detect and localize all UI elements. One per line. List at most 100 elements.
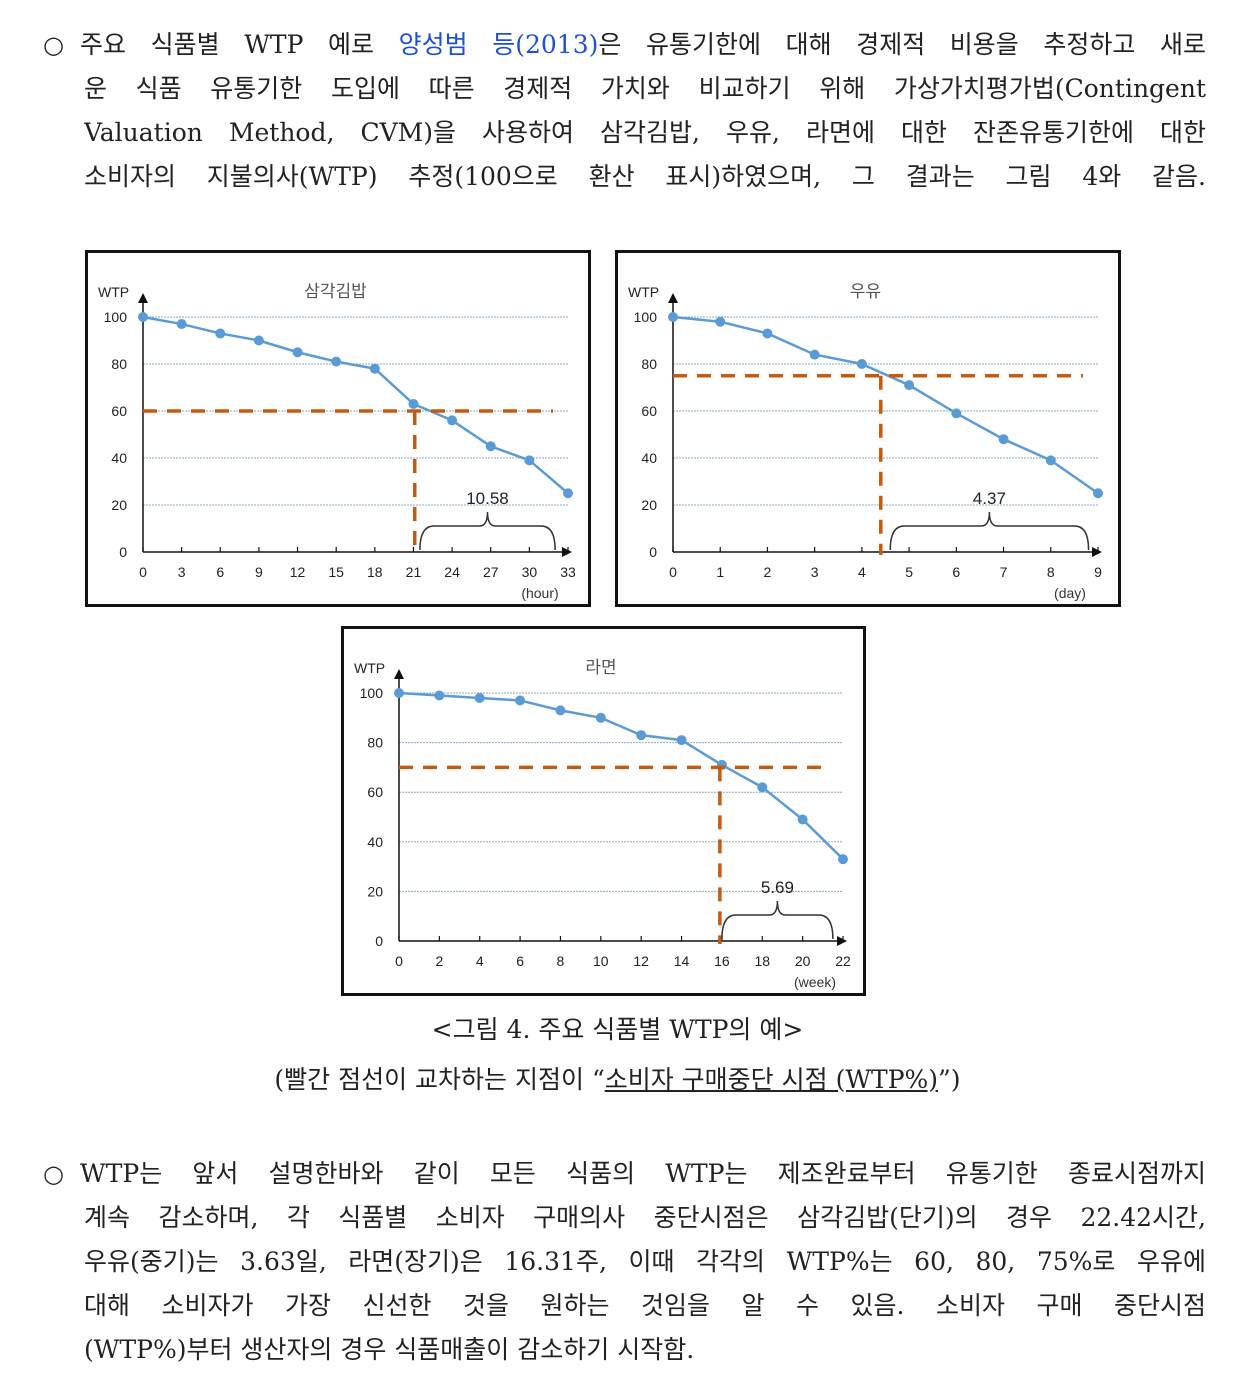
paragraph-line: 대해 소비자가 가장 신선한 것을 원하는 것임을 알 수 있음. 소비자 구매… [84,1291,1206,1320]
x-tick-label: 1 [716,564,724,580]
x-axis-arrow-icon [837,936,847,946]
data-point [797,814,808,825]
x-tick-label: 6 [216,564,224,580]
y-tick-label: 80 [111,356,127,372]
data-point [447,415,458,426]
x-tick-label: 16 [714,953,730,969]
data-point [757,782,768,793]
x-tick-label: 6 [952,564,960,580]
x-tick-label: 7 [1000,564,1008,580]
bullet-icon: ○ [43,31,64,59]
data-point [394,688,404,698]
x-tick-label: 0 [139,564,147,580]
x-tick-label: 33 [560,564,576,580]
bullet-icon: ○ [43,1160,64,1188]
chart-title: 삼각김밥 [304,282,367,301]
series-line [398,691,844,861]
chart-title: 라면 [585,658,616,677]
x-tick-label: 27 [483,564,499,580]
data-point [369,363,380,374]
y-tick-label: 100 [360,685,384,701]
y-tick-label: 20 [641,497,657,513]
x-tick-label: 3 [811,564,819,580]
y-tick-label: 20 [367,883,383,899]
data-point [668,312,678,322]
x-axis-arrow-icon [1092,547,1102,557]
x-tick-label: 12 [290,564,306,580]
y-tick-label: 60 [367,784,383,800]
x-tick-label: 6 [516,953,524,969]
y-tick-label: 60 [111,403,127,419]
text: 은 유통기한에 대해 경제적 비용을 추정하고 새로 [598,30,1206,59]
x-tick-label: 14 [674,953,690,969]
y-tick-label: 80 [367,735,383,751]
brace-icon [889,511,1090,551]
y-tick-label: 40 [367,834,383,850]
paragraph-line: 주요 식품별 WTP 예로 양성범 등(2013)은 유통기한에 대해 경제적 … [80,23,1206,67]
chart-milk: 우유 WTP 0 20 40 60 80 100 0 1 2 3 4 5 6 7 8 9 (day) 4.37 [615,250,1121,607]
x-axis-label: (day) [1054,585,1086,601]
x-tick-label: 24 [444,564,460,580]
y-axis-label: WTP [98,284,129,300]
data-point [555,705,566,716]
chart-ramen: 라면 WTP 0 20 40 60 80 100 0 2 4 6 8 10 12 14 16 18 20 22 (wee… [341,626,866,996]
y-tick-label: 0 [375,933,383,949]
x-tick-label: 3 [178,564,186,580]
x-tick-label: 9 [1094,564,1102,580]
y-tick-label: 100 [104,309,128,325]
paragraph-wtp-intro: ○ 주요 식품별 WTP 예로 양성범 등(2013)은 유통기한에 대해 경제… [40,23,1210,203]
x-tick-label: 20 [795,953,811,969]
x-tick-label: 12 [633,953,649,969]
x-axis-label: (hour) [521,585,558,601]
data-point [474,692,485,703]
data-point [1093,488,1103,499]
y-tick-label: 60 [641,403,657,419]
y-tick-label: 40 [111,450,127,466]
data-point [292,347,303,358]
data-point [524,455,535,466]
y-tick-label: 0 [649,544,657,560]
data-point [809,349,820,360]
x-tick-label: 10 [593,953,609,969]
x-tick-label: 8 [1047,564,1055,580]
data-point [485,441,496,452]
y-axis-arrow-icon [138,293,148,303]
paragraph-wtp-result: ○ WTP는 앞서 설명한바와 같이 모든 식품의 WTP는 제조완료부터 유통… [40,1152,1210,1376]
brace-label: 10.58 [466,489,509,508]
chart-triangle-kimbap: 삼각김밥 WTP 0 20 40 60 80 100 0 3 6 9 12 15 18 21 24 27 30 33(… [85,250,591,607]
paragraph-line: 운 식품 유통기한 도입에 따른 경제적 가치와 비교하기 위해 가상가치평가법… [84,74,1206,103]
x-tick-label: 4 [476,953,484,969]
y-axis-arrow-icon [394,669,404,679]
data-point [676,735,687,746]
y-tick-label: 20 [111,497,127,513]
x-tick-label: 0 [669,564,677,580]
figure-note: (빨간 점선이 교차하는 지점이 “소비자 구매중단 시점 (WTP%)”) [0,1058,1235,1102]
x-tick-label: 18 [754,953,770,969]
data-point [215,328,226,339]
data-point [762,328,773,339]
x-tick-label: 0 [395,953,403,969]
data-point [595,712,606,723]
data-point [253,335,264,346]
paragraph-line: 우유(중기)는 3.63일, 라면(장기)은 16.31주, 이때 각각의 WT… [84,1247,1206,1276]
data-point [1045,455,1056,466]
data-point [515,695,526,706]
y-axis-label: WTP [628,284,659,300]
data-point [563,488,573,499]
text: (빨간 점선이 교차하는 지점이 “ [274,1065,605,1094]
citation-link[interactable]: 양성범 등(2013) [398,30,599,59]
data-point [138,312,148,322]
data-point [176,319,187,330]
brace-label: 5.69 [761,878,794,897]
text: ”) [938,1065,961,1094]
brace-icon [419,511,556,551]
series-line [672,315,1099,495]
brace-icon [721,900,834,940]
x-tick-label: 18 [367,564,383,580]
x-tick-label: 30 [522,564,538,580]
paragraph-line: (WTP%)부터 생산자의 경우 식품매출이 감소하기 시작함. [84,1335,695,1364]
brace-label: 4.37 [973,489,1006,508]
underlined-text: 소비자 구매중단 시점 (WTP%) [604,1065,939,1094]
y-tick-label: 0 [119,544,127,560]
x-tick-label: 22 [835,953,851,969]
